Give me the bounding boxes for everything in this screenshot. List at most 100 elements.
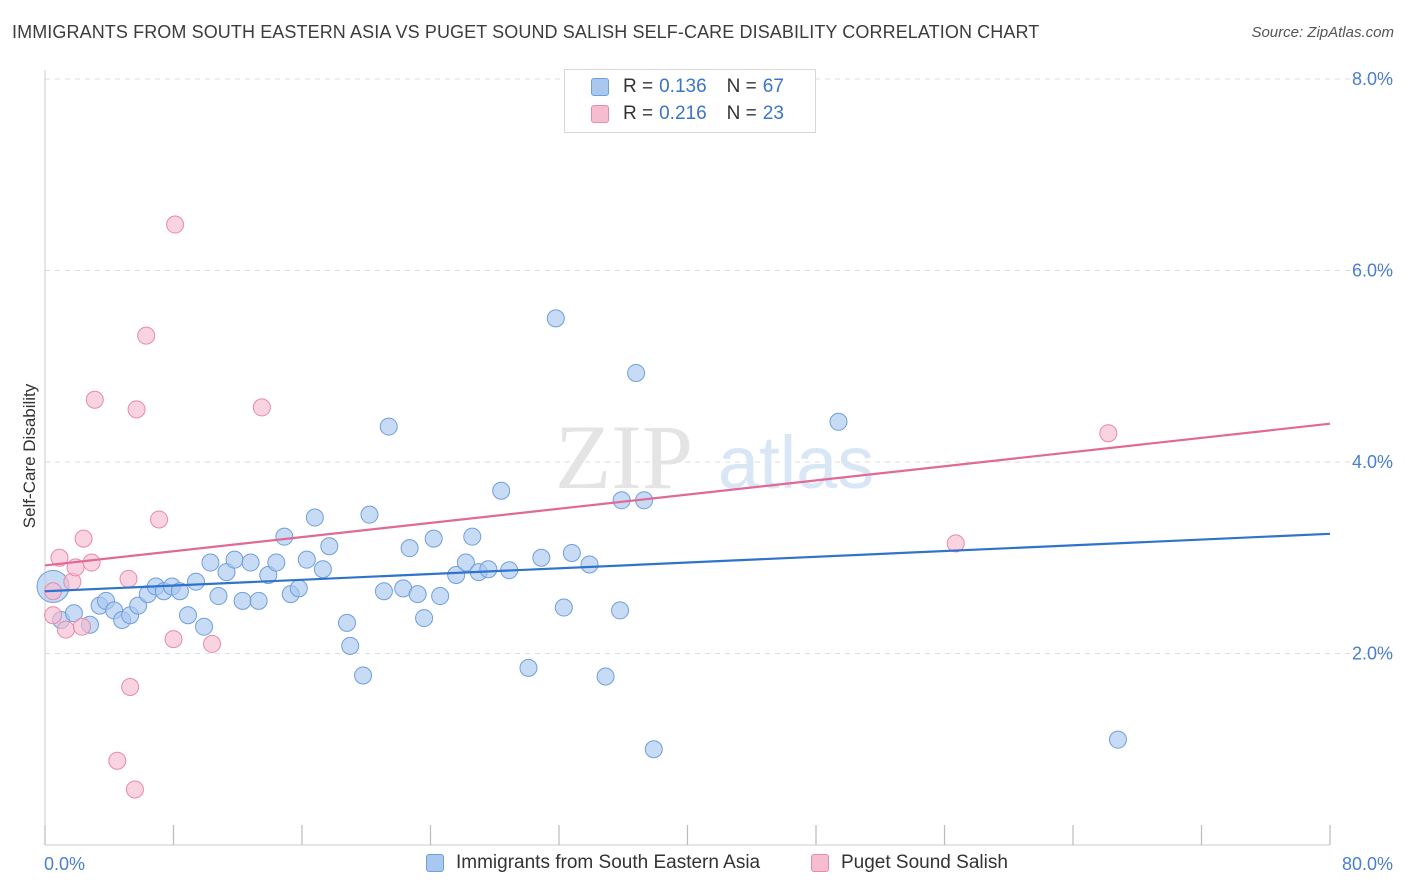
x-tick-label-min: 0.0% <box>44 854 85 874</box>
point-immigrants <box>354 666 373 685</box>
point-immigrants <box>374 582 393 601</box>
series-immigrants-points <box>36 309 1127 759</box>
bottom-legend-swatch-salish <box>811 854 829 872</box>
legend-r-value: 0.136 <box>659 76 707 97</box>
point-immigrants <box>337 613 356 632</box>
point-immigrants <box>341 636 360 655</box>
y-tick-label: 6.0% <box>1352 261 1393 281</box>
point-salish <box>1099 424 1118 443</box>
legend-r-value: 0.216 <box>659 103 707 124</box>
legend-swatch-immigrants <box>591 78 609 96</box>
bottom-legend-label-immigrants: Immigrants from South Eastern Asia <box>456 852 761 873</box>
point-immigrants <box>186 572 205 591</box>
legend-n-label: N = <box>726 103 757 124</box>
legend-r-label: R = <box>623 103 654 124</box>
point-immigrants <box>519 658 538 677</box>
chart-title: IMMIGRANTS FROM SOUTH EASTERN ASIA VS PU… <box>12 22 1040 42</box>
legend-row-immigrants: R = 0.136 N = 67 <box>565 74 784 100</box>
point-immigrants <box>1108 730 1127 749</box>
point-salish <box>108 751 127 770</box>
point-immigrants <box>64 604 83 623</box>
point-immigrants <box>492 481 511 500</box>
point-immigrants <box>611 601 630 620</box>
watermark: ZIP atlas <box>555 406 874 508</box>
grid-lines <box>45 78 1393 654</box>
bottom-legend-salish: Puget Sound Salish <box>811 852 1008 874</box>
point-immigrants <box>201 553 220 572</box>
bottom-legend-label-salish: Puget Sound Salish <box>841 852 1008 873</box>
legend: R = 0.136 N = 67 R = 0.216 N = 23 <box>564 69 816 133</box>
y-tick-label: 2.0% <box>1352 644 1393 664</box>
source-label: Source: ZipAtlas.com <box>1251 24 1394 41</box>
watermark-atlas: atlas <box>718 421 874 504</box>
point-immigrants <box>596 667 615 686</box>
point-salish <box>125 780 144 799</box>
point-salish <box>121 678 140 697</box>
legend-r-label: R = <box>623 76 654 97</box>
point-immigrants <box>129 596 148 615</box>
point-immigrants <box>379 417 398 436</box>
point-immigrants <box>170 582 189 601</box>
point-salish <box>56 620 75 639</box>
legend-n-value: 67 <box>762 76 784 97</box>
axes <box>44 70 1331 846</box>
point-immigrants <box>627 363 646 382</box>
point-immigrants <box>289 579 308 598</box>
point-immigrants <box>267 553 286 572</box>
point-salish <box>119 569 138 588</box>
legend-row-salish: R = 0.216 N = 23 <box>565 101 784 127</box>
point-salish <box>166 215 185 234</box>
legend-n-value: 23 <box>762 103 784 124</box>
point-immigrants <box>431 587 450 606</box>
trend-lines <box>44 422 1331 593</box>
point-immigrants <box>195 617 214 636</box>
point-salish <box>946 534 965 553</box>
point-salish <box>44 606 63 625</box>
point-immigrants <box>360 505 379 524</box>
point-immigrants <box>305 508 324 527</box>
y-tick-label: 4.0% <box>1352 452 1393 472</box>
x-tick-label-max: 80.0% <box>1342 854 1393 874</box>
point-immigrants <box>532 548 551 567</box>
point-immigrants <box>233 591 252 610</box>
point-immigrants <box>408 585 427 604</box>
point-immigrants <box>456 553 475 572</box>
point-immigrants <box>178 606 197 625</box>
legend-swatch-salish <box>591 105 609 123</box>
point-salish <box>164 630 183 649</box>
bottom-legend-immigrants: Immigrants from South Eastern Asia <box>426 852 760 874</box>
point-immigrants <box>225 550 244 569</box>
point-immigrants <box>644 740 663 759</box>
point-salish <box>82 553 101 572</box>
point-salish <box>150 510 169 529</box>
point-salish <box>252 398 271 417</box>
point-immigrants <box>554 598 573 617</box>
point-immigrants <box>447 565 466 584</box>
watermark-zip: ZIP <box>555 406 693 508</box>
point-salish <box>127 400 146 419</box>
point-salish <box>85 390 104 409</box>
bottom-legend-swatch-immigrants <box>426 854 444 872</box>
point-salish <box>50 548 69 567</box>
point-immigrants <box>275 527 294 546</box>
point-immigrants <box>313 560 332 579</box>
point-immigrants <box>479 560 498 579</box>
point-immigrants <box>415 609 434 628</box>
point-immigrants <box>562 543 581 562</box>
point-salish <box>203 634 222 653</box>
point-immigrants <box>209 587 228 606</box>
y-tick-label: 8.0% <box>1352 69 1393 89</box>
point-salish <box>74 529 93 548</box>
series-salish-points <box>44 215 1118 799</box>
point-salish <box>72 617 91 636</box>
trend-line-salish <box>44 422 1331 567</box>
point-immigrants <box>463 527 482 546</box>
legend-n-label: N = <box>726 76 757 97</box>
point-immigrants <box>400 539 419 558</box>
point-immigrants <box>320 537 339 556</box>
point-salish <box>137 326 156 345</box>
point-immigrants <box>297 550 316 569</box>
point-immigrants <box>249 591 268 610</box>
point-immigrants <box>580 555 599 574</box>
